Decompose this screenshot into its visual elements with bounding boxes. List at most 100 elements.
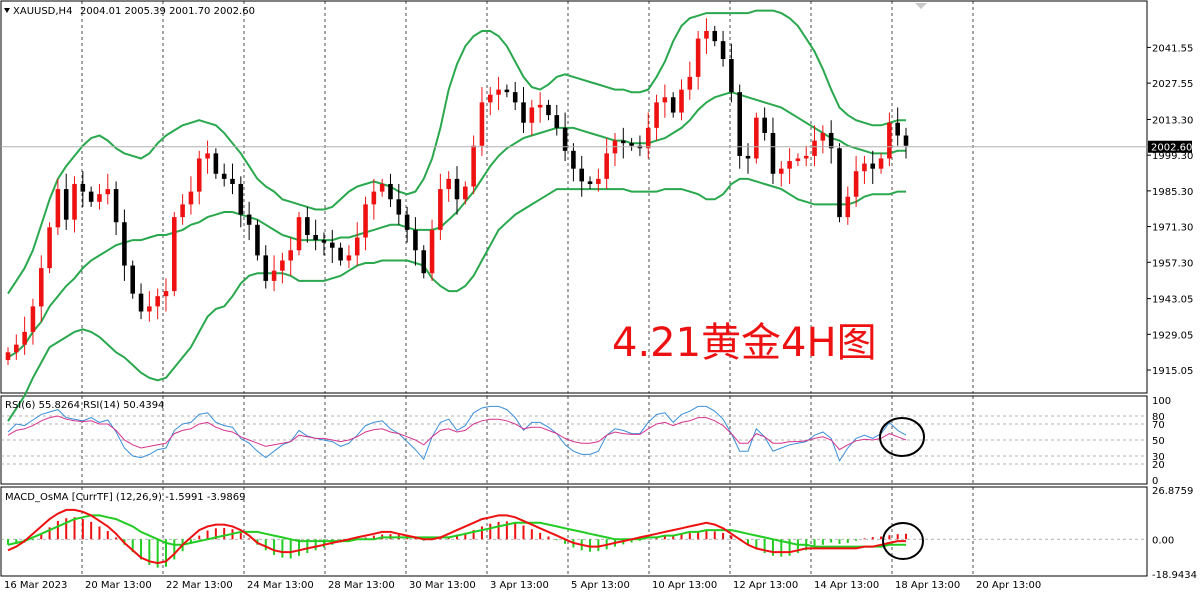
candle-body <box>346 255 352 261</box>
collapse-triangle-icon[interactable] <box>4 8 10 13</box>
candle-body <box>421 250 427 274</box>
candle-body <box>188 191 194 205</box>
y-tick-label: 1971.30 <box>1152 223 1193 234</box>
candle-body <box>812 140 817 156</box>
candle-body <box>263 255 269 281</box>
candle-body <box>487 94 493 103</box>
candle-body <box>529 107 535 123</box>
candle-body <box>596 178 601 184</box>
candle-body <box>180 204 185 218</box>
symbol-label: XAUUSD,H4 <box>13 6 72 17</box>
candle-body <box>471 145 476 187</box>
one-click-trading-icon[interactable] <box>915 3 927 9</box>
candle-body <box>446 178 451 190</box>
candle-body <box>778 168 784 174</box>
candle-body <box>571 150 576 169</box>
candle-body <box>296 217 302 251</box>
candle-body <box>521 102 526 123</box>
candle-body <box>321 240 327 243</box>
candle-body <box>88 191 94 202</box>
candle-body <box>130 265 136 294</box>
y-tick-label: 1999.30 <box>1152 151 1193 162</box>
candle-body <box>138 293 144 312</box>
candle-body <box>14 344 19 353</box>
candle-body <box>288 250 293 261</box>
candle-body <box>887 122 892 159</box>
candle-body <box>870 163 876 169</box>
candle-body <box>820 132 826 141</box>
rsi-tick-label: 80 <box>1152 412 1165 423</box>
rsi-tick-label: 30 <box>1152 452 1165 463</box>
macd-histogram <box>1 508 1147 568</box>
candle-body <box>105 189 111 195</box>
x-tick-label: 18 Apr 13:00 <box>895 580 960 591</box>
candle-body <box>720 41 726 60</box>
candle-body <box>196 158 202 192</box>
candle-body <box>80 183 86 192</box>
rsi6-line <box>7 405 907 462</box>
chart-annotation: 4.21黄金4H图 <box>612 320 877 366</box>
candle-body <box>213 153 219 174</box>
candle-body <box>221 173 227 179</box>
rsi-highlight-circle <box>879 417 925 457</box>
candle-body <box>745 155 751 159</box>
candle-body <box>695 38 701 77</box>
candle-body <box>878 158 884 169</box>
signal-line <box>7 514 906 548</box>
candle-body <box>828 132 834 149</box>
candle-body <box>762 117 767 133</box>
candle-body <box>38 268 44 307</box>
candle-body <box>679 89 684 113</box>
vertical-gridlines <box>81 1 974 576</box>
candle-body <box>371 191 377 205</box>
macd-highlight-circle <box>882 522 924 560</box>
candle-body <box>122 222 127 266</box>
candle-body <box>562 127 568 151</box>
rsi-tick-label: 50 <box>1152 436 1165 447</box>
upper-band-line <box>7 9 906 295</box>
x-tick-label: 20 Apr 13:00 <box>976 580 1041 591</box>
candle-body <box>862 163 867 172</box>
rsi14-line <box>7 415 907 451</box>
candle-body <box>163 291 169 297</box>
candle-body <box>72 183 77 220</box>
candle-body <box>479 102 485 146</box>
candle-body <box>454 178 460 200</box>
macd-label: MACD_OsMA [CurrTF] (12,26,9) -1.5991 -3.… <box>5 492 245 503</box>
x-tick-label: 20 Mar 13:00 <box>85 580 152 591</box>
candle-body <box>853 171 859 197</box>
candle-body <box>587 181 593 184</box>
candle-body <box>55 189 61 228</box>
y-tick-label: 2013.30 <box>1152 115 1193 126</box>
x-tick-label: 5 Apr 13:00 <box>571 580 630 591</box>
y-tick-label: 1943.05 <box>1152 295 1193 306</box>
x-tick-label: 30 Mar 13:00 <box>409 580 476 591</box>
candle-body <box>97 194 102 202</box>
candle-body <box>205 153 210 159</box>
rsi-label: RSI(6) 55.8264 RSI(14) 50.4394 <box>5 400 164 411</box>
candle-body <box>413 229 418 251</box>
candle-body <box>396 199 402 215</box>
candle-body <box>770 132 776 174</box>
candle-body <box>496 89 501 95</box>
candle-body <box>438 189 443 230</box>
main-panel-frame <box>0 0 1148 394</box>
candle-body <box>329 242 335 248</box>
candle-body <box>554 115 560 128</box>
candle-body <box>172 217 177 292</box>
candle-body <box>155 296 160 307</box>
x-tick-label: 3 Apr 13:00 <box>490 580 549 591</box>
candle-body <box>113 189 119 223</box>
candle-body <box>704 30 709 39</box>
rsi-tick-label: 0 <box>1152 476 1158 487</box>
candle-body <box>903 135 909 146</box>
x-tick-label: 22 Mar 13:00 <box>166 580 233 591</box>
candle-body <box>354 237 360 256</box>
candle-body <box>504 89 510 93</box>
candle-body <box>280 260 285 271</box>
y-tick-label: 1985.30 <box>1152 187 1193 198</box>
x-tick-label: 10 Apr 13:00 <box>652 580 717 591</box>
rsi-tick-label: 100 <box>1152 396 1171 407</box>
